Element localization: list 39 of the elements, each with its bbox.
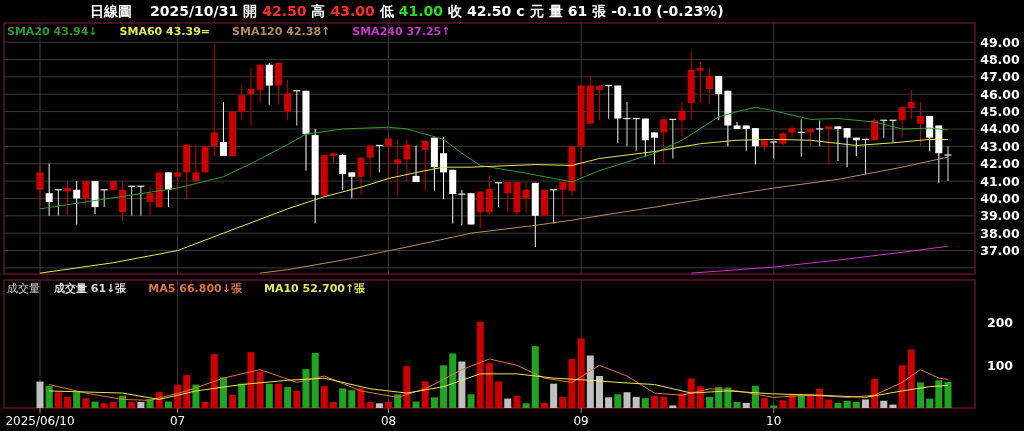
text: 2025/10/31 <box>150 3 239 19</box>
text: 高 <box>311 3 326 19</box>
x-tick-label: 07 <box>169 414 186 428</box>
x-tick-label: 09 <box>573 414 589 428</box>
text: 開 <box>243 3 258 19</box>
text: c <box>516 3 525 19</box>
y-tick-label: 48.00 <box>980 51 1021 67</box>
chart-title: 日線圖 <box>90 3 132 19</box>
text: 低 <box>378 3 394 19</box>
legend: 成交量 61↓張 MA5 66.800↓張 MA10 52.700↑張 <box>54 282 366 295</box>
x-tick-label: 10 <box>766 414 782 428</box>
x-tick-label: 08 <box>380 414 397 428</box>
text: 61 <box>567 3 588 19</box>
y-tick-label: 41.00 <box>980 173 1021 189</box>
chart-title: 成交量 <box>7 282 40 295</box>
text: 張 <box>592 3 608 19</box>
y-tick-label: 40.00 <box>980 190 1021 206</box>
x-tick-label: 2025/06/10 <box>5 414 75 428</box>
y-tick-label: 47.00 <box>980 69 1021 85</box>
text: 量 <box>547 3 563 19</box>
y-tick-label: 43.00 <box>980 138 1021 154</box>
y-tick-label: 200 <box>986 315 1014 331</box>
y-tick-label: 39.00 <box>980 208 1021 224</box>
y-tick-label: 37.00 <box>980 243 1021 259</box>
y-tick-label: 44.00 <box>980 121 1021 137</box>
y-tick-label: 42.00 <box>980 156 1021 172</box>
y-tick-label: 100 <box>986 357 1014 373</box>
y-tick-label: 49.00 <box>980 34 1021 50</box>
text: 42.50 <box>262 3 307 19</box>
text: 元 <box>528 3 544 19</box>
legend: SMA20 43.94↓ SMA60 43.39= SMA120 42.38↑ SMA240 37.25↑ <box>7 25 451 38</box>
text: 43.00 <box>330 3 375 19</box>
text: 42.50 <box>467 3 512 19</box>
text: 收 <box>448 3 464 19</box>
text: -0.10 (-0.23%) <box>611 3 724 19</box>
y-tick-label: 46.00 <box>980 86 1021 102</box>
y-tick-label: 45.00 <box>980 104 1021 120</box>
text: 41.00 <box>398 3 444 19</box>
y-tick-label: 38.00 <box>980 225 1021 241</box>
